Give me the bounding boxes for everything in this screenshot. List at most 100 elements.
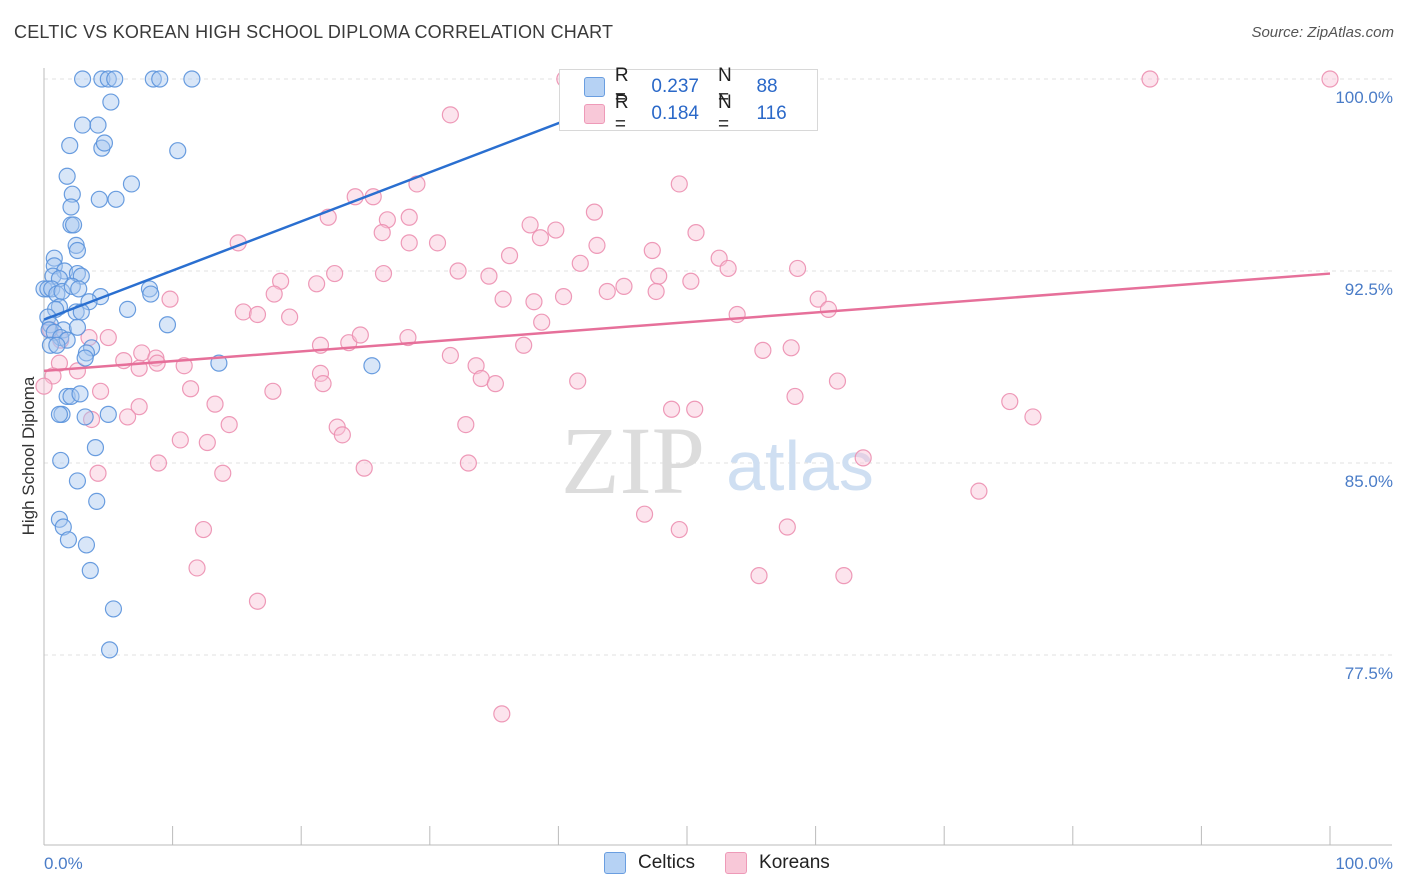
- series-legend: Celtics Koreans: [604, 852, 860, 874]
- data-point: [73, 70, 92, 88]
- data-point: [493, 705, 511, 723]
- data-point: [58, 387, 76, 406]
- data-point: [531, 229, 549, 247]
- data-point: [62, 198, 80, 216]
- data-point: [188, 559, 206, 577]
- data-point: [373, 224, 391, 242]
- watermark-zip: ZIP: [561, 407, 705, 514]
- data-point: [754, 341, 772, 359]
- data-point: [99, 328, 117, 347]
- data-point: [326, 264, 344, 283]
- data-point: [149, 454, 168, 472]
- r-value: 0.237: [651, 76, 699, 97]
- data-point: [500, 247, 519, 265]
- legend-item-celtics: Celtics: [604, 852, 695, 874]
- data-point: [374, 264, 393, 283]
- data-point: [1024, 408, 1042, 426]
- data-point: [1001, 392, 1019, 411]
- data-point: [662, 400, 681, 418]
- data-point: [91, 382, 110, 400]
- data-point: [63, 185, 81, 203]
- data-point: [214, 464, 232, 482]
- koreans-legend-swatch: [725, 852, 748, 874]
- data-point: [687, 224, 705, 242]
- data-point: [588, 236, 606, 254]
- data-point: [50, 405, 69, 423]
- celtics-legend-swatch: [604, 852, 626, 874]
- data-point: [314, 375, 332, 393]
- grid-lines: [44, 78, 1392, 656]
- data-point: [48, 336, 66, 354]
- data-point: [161, 290, 179, 308]
- watermark-atlas: atlas: [726, 427, 874, 505]
- data-point: [809, 290, 827, 308]
- data-point: [521, 216, 539, 234]
- data-point: [58, 167, 76, 185]
- stats-legend: R = 0.237 N = 88 R = 0.184 N = 116: [559, 65, 818, 135]
- r-label: R =: [614, 92, 629, 135]
- data-point: [58, 331, 76, 349]
- celtics-points: [35, 70, 381, 659]
- data-point: [682, 272, 700, 290]
- data-point: [198, 433, 216, 452]
- koreans-points: [35, 70, 1339, 723]
- data-point: [854, 449, 872, 467]
- data-point: [99, 70, 117, 88]
- data-point: [525, 293, 543, 311]
- data-point: [554, 288, 573, 306]
- data-point: [819, 300, 838, 318]
- data-point: [194, 520, 213, 539]
- data-point: [76, 408, 94, 426]
- data-point: [459, 454, 477, 472]
- data-point: [68, 241, 87, 260]
- data-point: [515, 336, 533, 354]
- data-point: [59, 531, 78, 549]
- axes: [43, 68, 1392, 846]
- data-point: [70, 280, 88, 298]
- data-point: [494, 290, 512, 308]
- data-point: [206, 395, 224, 413]
- data-point: [43, 280, 61, 298]
- data-point: [670, 520, 688, 539]
- data-point: [449, 262, 467, 280]
- data-point: [99, 405, 117, 423]
- data-point: [71, 385, 89, 403]
- y-tick-label: 92.5%: [1345, 280, 1393, 299]
- data-point: [533, 313, 551, 331]
- data-point: [118, 408, 137, 426]
- data-point: [104, 600, 123, 618]
- data-point: [778, 518, 796, 536]
- data-point: [90, 190, 108, 208]
- data-point: [598, 282, 616, 301]
- data-point: [88, 492, 106, 510]
- data-point: [615, 277, 633, 295]
- data-point: [81, 561, 99, 580]
- data-point: [54, 518, 72, 536]
- data-point: [686, 400, 704, 418]
- data-point: [355, 459, 373, 477]
- data-point: [351, 326, 369, 344]
- data-point: [547, 221, 565, 239]
- data-point: [61, 136, 79, 155]
- data-point: [144, 70, 162, 88]
- x-tick-label: 0.0%: [44, 854, 83, 873]
- data-point: [183, 70, 201, 88]
- data-point: [76, 349, 94, 367]
- data-point: [363, 357, 381, 375]
- data-point: [89, 116, 107, 134]
- data-point: [169, 142, 187, 160]
- n-value: 88: [756, 76, 778, 97]
- data-point: [467, 357, 485, 375]
- data-point: [333, 426, 351, 444]
- data-point: [1141, 70, 1159, 88]
- data-point: [585, 203, 604, 221]
- data-point: [52, 451, 70, 470]
- data-point: [399, 328, 417, 347]
- data-point: [100, 641, 119, 659]
- data-point: [970, 482, 988, 500]
- n-label: N =: [717, 92, 732, 135]
- data-point: [311, 364, 330, 382]
- data-point: [378, 211, 396, 229]
- data-point: [122, 175, 141, 193]
- data-point: [130, 398, 148, 416]
